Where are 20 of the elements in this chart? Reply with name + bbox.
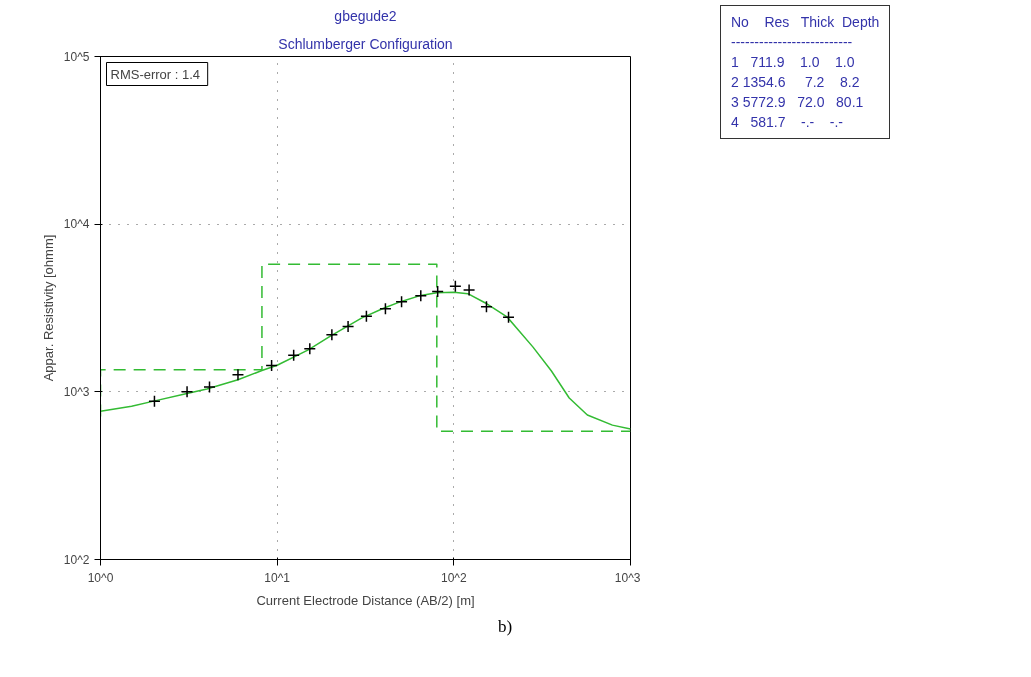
y-axis-title: Appar. Resistivity [ohmm] <box>40 234 56 382</box>
text: -------------------------- <box>731 34 853 50</box>
text: 3 5772.9 72.0 80.1 <box>731 94 864 110</box>
text: 2 1354.6 7.2 8.2 <box>731 74 860 90</box>
y-tick-label: 10^5 <box>63 49 90 64</box>
x-tick-label: 10^1 <box>264 570 291 585</box>
text: 4 581.7 -.- -.- <box>731 114 844 130</box>
y-tick-label: 10^2 <box>63 552 90 567</box>
y-tick-label: 10^4 <box>63 217 90 232</box>
x-tick-label: 10^2 <box>441 570 467 585</box>
text: No Res Thick Depth <box>731 14 880 30</box>
chart-title: gbegude2 <box>334 7 397 24</box>
y-tick-label: 10^3 <box>63 384 90 399</box>
text: 1 711.9 1.0 1.0 <box>731 54 855 70</box>
x-axis-title: Current Electrode Distance (AB/2) [m] <box>256 592 475 608</box>
chart-subtitle: Schlumberger Configuration <box>278 35 453 52</box>
x-tick-label: 10^3 <box>614 570 641 585</box>
text: b) <box>496 616 514 638</box>
x-tick-label: 10^0 <box>87 570 114 585</box>
annotation: RMS-error : 1.4 <box>110 66 201 82</box>
